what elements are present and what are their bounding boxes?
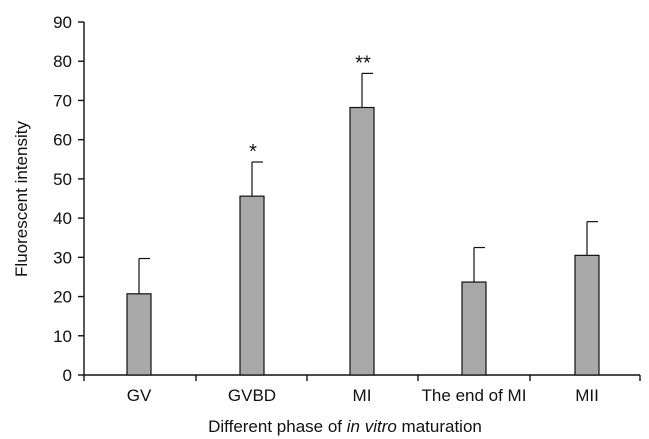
- bar: [574, 254, 600, 376]
- y-axis-title: Fluorescent intensity: [12, 121, 31, 277]
- significance-marker: *: [249, 141, 257, 163]
- y-tick-label: 90: [53, 13, 72, 32]
- bar: [239, 195, 265, 376]
- x-tick-label: GV: [127, 386, 152, 405]
- bar: [461, 281, 487, 376]
- y-tick-label: 60: [53, 131, 72, 150]
- significance-marker: **: [355, 52, 371, 74]
- y-tick-label: 10: [53, 327, 72, 346]
- y-tick-label: 70: [53, 91, 72, 110]
- x-tick-label: MI: [353, 386, 372, 405]
- y-tick-label: 30: [53, 248, 72, 267]
- x-axis-title-part: maturation: [397, 417, 482, 436]
- x-axis-title-part: Different phase of: [208, 417, 347, 436]
- x-tick-label: The end of MI: [422, 386, 527, 405]
- y-tick-label: 40: [53, 209, 72, 228]
- x-axis: GV GVBD MI The end of MI MII: [83, 374, 641, 405]
- x-axis-title: Different phase of in vitro maturation: [208, 417, 482, 436]
- y-tick-label: 0: [63, 366, 72, 385]
- bar: [349, 106, 375, 376]
- y-axis: 0 10 20 30 40 50 60 70 80 90: [53, 13, 85, 385]
- bar: [126, 293, 152, 376]
- y-tick-label: 20: [53, 288, 72, 307]
- bars: ***: [126, 52, 600, 376]
- y-tick-label: 50: [53, 170, 72, 189]
- x-tick-label: MII: [575, 386, 599, 405]
- y-tick-label: 80: [53, 52, 72, 71]
- x-axis-title-part: in vitro: [347, 417, 397, 436]
- x-tick-label: GVBD: [228, 386, 276, 405]
